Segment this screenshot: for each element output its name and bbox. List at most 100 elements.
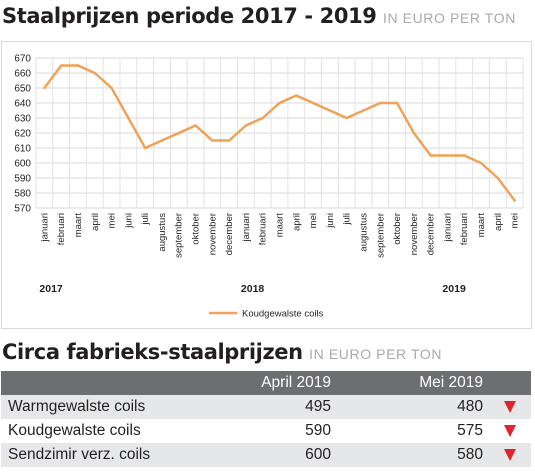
legend-label: Koudgewalste coils	[242, 309, 324, 320]
x-tick-label: maart	[73, 213, 84, 238]
x-tick-label: mei	[308, 213, 319, 228]
data-point	[278, 101, 281, 105]
data-point	[59, 64, 63, 67]
chart-heading: Staalprijzen periode 2017 - 2019 IN EURO…	[2, 4, 516, 38]
price-april: 600	[185, 443, 337, 467]
data-point	[513, 199, 516, 202]
x-tick-label: oktober	[191, 213, 202, 245]
chart-panel: 570 580 590 600 610 620 630 640 650 660 670 januari…	[1, 41, 532, 329]
x-tick-label: oktober	[392, 213, 403, 245]
data-point	[194, 124, 197, 127]
x-tick-label: februari	[56, 213, 67, 245]
data-point	[496, 176, 500, 180]
y-tick-label: 590	[14, 174, 31, 185]
y-tick-label: 670	[14, 54, 31, 65]
x-tick-label: februari	[459, 213, 470, 245]
x-tick-label: september	[375, 213, 386, 258]
trend-down-icon	[504, 424, 516, 437]
x-tick-label: juni	[123, 213, 134, 229]
data-point	[110, 86, 113, 90]
price-mei: 480	[337, 395, 489, 419]
x-tick-label: mei	[107, 213, 118, 228]
x-tick-label: augustus	[358, 213, 369, 252]
x-tick-label: maart	[275, 213, 286, 238]
x-tick-label: juli	[140, 213, 151, 226]
table-row: Koudgewalste coils 590 575	[1, 419, 531, 443]
x-tick-label: september	[174, 213, 185, 258]
table-heading: Circa fabrieks-staalprijzen IN EURO PER …	[2, 340, 442, 364]
x-tick-label: april	[493, 213, 504, 231]
table-header-row: April 2019 Mei 2019	[1, 371, 531, 395]
y-tick-label: 610	[14, 144, 31, 155]
data-point	[127, 116, 130, 120]
chart-title: Staalprijzen periode 2017 - 2019	[2, 4, 377, 28]
price-mei: 580	[337, 443, 489, 467]
data-point	[43, 86, 46, 90]
product-name: Koudgewalste coils	[1, 419, 185, 443]
x-tick-label: mei	[510, 213, 521, 228]
x-tick-label: april	[90, 213, 101, 231]
data-point	[227, 139, 231, 142]
data-point	[446, 154, 449, 157]
y-tick-label: 580	[14, 189, 31, 200]
product-name: Warmgewalste coils	[1, 395, 185, 419]
data-point	[160, 139, 164, 142]
x-tick-label: december	[224, 213, 235, 255]
y-tick-label: 640	[14, 99, 31, 110]
x-tick-label: april	[291, 213, 302, 231]
x-tick-label: maart	[476, 213, 487, 238]
price-april: 495	[185, 395, 337, 419]
data-point	[295, 94, 298, 97]
data-point	[143, 146, 147, 150]
x-tick-label: februari	[258, 213, 269, 245]
x-tick-label: december	[426, 213, 437, 255]
price-table: April 2019 Mei 2019 Warmgewalste coils 4…	[1, 371, 531, 467]
x-tick-label: januari	[241, 213, 252, 243]
table-row: Sendzimir verz. coils 600 580	[1, 443, 531, 467]
header-cell-product	[1, 371, 185, 395]
y-tick-label: 650	[14, 84, 31, 95]
x-tick-label: augustus	[157, 213, 168, 252]
x-tick-label: januari	[39, 213, 50, 243]
year-label: 2017	[39, 283, 63, 295]
data-point	[177, 131, 180, 135]
table-title: Circa fabrieks-staalprijzen	[2, 340, 303, 364]
y-tick-label: 630	[14, 114, 31, 125]
data-point	[211, 139, 214, 142]
y-tick-label: 570	[14, 204, 31, 215]
data-point	[345, 116, 348, 120]
year-label: 2018	[241, 283, 265, 295]
data-point	[362, 109, 365, 112]
table-unit: IN EURO PER TON	[309, 346, 443, 362]
data-point	[311, 101, 315, 105]
trend-down-icon	[504, 400, 516, 413]
year-label: 2019	[442, 283, 466, 295]
data-point	[395, 101, 399, 105]
data-point	[412, 131, 416, 135]
header-cell-mei: Mei 2019	[337, 371, 489, 395]
data-point	[261, 116, 264, 120]
x-tick-label: november	[207, 213, 218, 255]
data-point	[76, 64, 80, 67]
line-chart: 570 580 590 600 610 620 630 640 650 660 670 januari…	[14, 54, 524, 320]
data-point	[479, 161, 483, 165]
data-point	[429, 154, 432, 157]
data-point	[379, 101, 382, 105]
product-name: Sendzimir verz. coils	[1, 443, 185, 467]
data-point	[244, 124, 248, 127]
y-tick-label: 600	[14, 159, 31, 170]
data-point	[463, 154, 466, 157]
x-tick-label: juli	[342, 213, 353, 226]
table-row: Warmgewalste coils 495 480	[1, 395, 531, 419]
y-tick-label: 660	[14, 69, 31, 80]
data-point	[328, 109, 332, 112]
x-tick-label: juni	[325, 213, 336, 229]
price-mei: 575	[337, 419, 489, 443]
data-point	[93, 71, 96, 75]
x-tick-label: november	[409, 213, 420, 255]
price-april: 590	[185, 419, 337, 443]
y-tick-label: 620	[14, 129, 31, 140]
header-cell-trend	[489, 371, 531, 395]
header-cell-april: April 2019	[185, 371, 337, 395]
x-tick-label: januari	[442, 213, 453, 243]
